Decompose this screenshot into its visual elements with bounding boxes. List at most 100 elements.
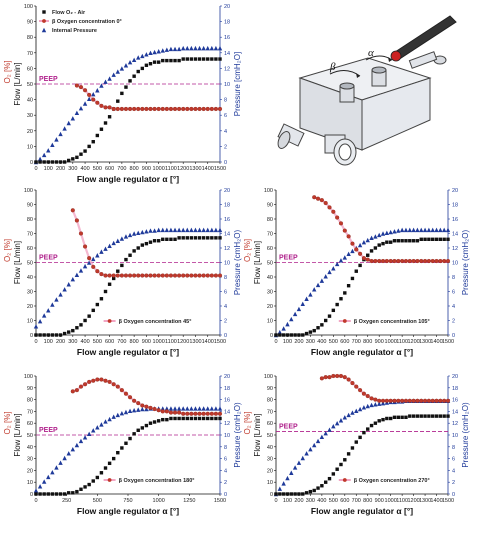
o2-point xyxy=(396,258,401,264)
pressure-point xyxy=(189,406,194,411)
pressure-point xyxy=(396,228,401,233)
o2-point xyxy=(83,382,88,387)
pressure-point xyxy=(426,227,432,233)
y-tick-label: 70 xyxy=(27,51,33,57)
x-tick-label: 1400 xyxy=(430,498,442,504)
flow-point xyxy=(140,243,145,247)
legend-pressure-marker xyxy=(41,27,47,33)
o2-point xyxy=(400,258,405,264)
pressure-point xyxy=(91,256,96,262)
o2-point xyxy=(327,205,332,210)
flow-point xyxy=(177,416,181,421)
o2-point xyxy=(354,247,359,252)
pressure-point xyxy=(422,227,428,233)
x-tick-label: 800 xyxy=(130,166,139,172)
pressure-point xyxy=(361,405,367,410)
pressure-point xyxy=(140,406,145,412)
flow-point xyxy=(281,492,286,496)
y-tick-label: 90 xyxy=(267,203,273,209)
pressure-point xyxy=(357,242,363,248)
x-tick-label: 700 xyxy=(352,498,361,504)
y-right-tick-label: 6 xyxy=(452,290,455,296)
flow-point xyxy=(335,302,339,307)
o2-axis-label: O₂ [%] xyxy=(3,60,12,83)
flow-point xyxy=(152,420,157,424)
peep-label: PEEP xyxy=(39,76,58,83)
pressure-point xyxy=(193,227,198,233)
flow-point xyxy=(438,414,443,418)
pressure-point xyxy=(296,460,302,465)
x-tick-label: 300 xyxy=(68,166,77,172)
o2-point xyxy=(140,106,145,112)
o2-point xyxy=(205,411,210,416)
o2-point xyxy=(358,388,363,393)
flow-point xyxy=(197,57,202,61)
pressure-point xyxy=(91,91,96,97)
lever-handle xyxy=(390,15,457,62)
o2-point xyxy=(213,273,218,278)
o2-point xyxy=(201,411,206,416)
pressure-point xyxy=(338,258,344,263)
legend-label: β Oxygen concentration 180° xyxy=(119,478,195,484)
flow-point xyxy=(42,333,46,337)
pressure-point xyxy=(95,88,100,93)
pressure-point xyxy=(281,326,286,331)
o2-point xyxy=(91,97,96,102)
y-right-tick-label: 14 xyxy=(452,409,458,415)
pressure-point xyxy=(33,488,39,493)
flow-point xyxy=(218,236,222,240)
charts-layer: 0 100 200 300 400 500 600 700 800 900 1000 1100 1200… xyxy=(3,4,470,516)
pressure-point xyxy=(172,227,178,233)
o2-point xyxy=(442,258,447,264)
o2-point xyxy=(189,273,194,278)
pressure-point xyxy=(66,120,71,126)
y-right-tick-label: 4 xyxy=(224,304,227,310)
x-tick-label: 500 xyxy=(93,498,102,504)
pressure-point xyxy=(201,406,206,411)
o2-point xyxy=(78,85,84,90)
flow-point xyxy=(415,239,420,243)
pressure-point xyxy=(103,419,108,424)
flow-point xyxy=(408,414,412,418)
y-tick-label: 100 xyxy=(264,188,273,194)
o2-point xyxy=(144,273,149,278)
x-tick-label: 1100 xyxy=(165,339,177,345)
o2-point xyxy=(160,273,165,278)
flow-point xyxy=(62,492,67,496)
y-right-tick-label: 12 xyxy=(224,421,230,427)
flow-point xyxy=(214,416,218,421)
pressure-point xyxy=(115,412,120,418)
flow-point xyxy=(87,314,91,318)
flow-point xyxy=(161,237,165,241)
o2-point xyxy=(380,398,386,403)
y-tick-label: 80 xyxy=(27,35,33,41)
flow-point xyxy=(136,69,140,74)
o2-point xyxy=(338,373,344,379)
flow-point xyxy=(38,160,42,164)
o2-point xyxy=(156,408,161,413)
y-tick-label: 50 xyxy=(27,82,33,88)
flow-point xyxy=(50,333,55,337)
o2-point xyxy=(115,384,120,389)
y-right-tick-label: 8 xyxy=(452,275,455,281)
o2-point xyxy=(209,106,214,112)
flow-point xyxy=(431,414,435,418)
pressure-point xyxy=(168,46,174,52)
legend-o2-marker xyxy=(107,319,112,323)
y-right-tick-label: 12 xyxy=(452,421,458,427)
o2-point xyxy=(415,258,420,264)
o2-point xyxy=(156,273,161,278)
flow-point xyxy=(34,333,38,337)
o2-point xyxy=(407,258,412,264)
y-tick-label: 100 xyxy=(264,374,273,380)
o2-point xyxy=(426,398,431,403)
pressure-point xyxy=(350,248,355,254)
pressure-point xyxy=(82,101,88,106)
y-tick-label: 70 xyxy=(267,409,273,415)
o2-point xyxy=(83,88,88,93)
flow-point xyxy=(396,415,401,419)
o2-point xyxy=(148,405,153,410)
flow-point xyxy=(278,492,282,496)
o2-point xyxy=(396,398,401,403)
